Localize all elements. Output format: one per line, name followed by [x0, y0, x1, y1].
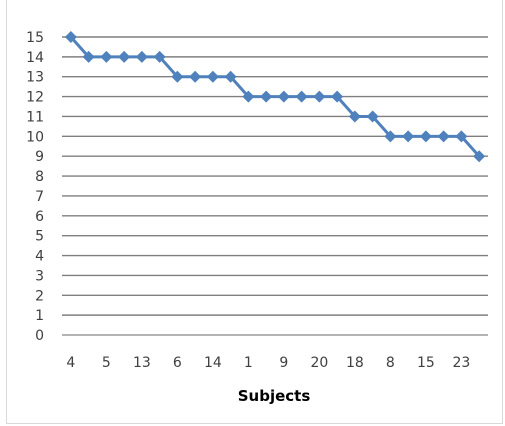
y-tick-label: 9 — [35, 149, 44, 165]
data-point-marker — [295, 90, 308, 103]
x-tick-label: 13 — [133, 355, 151, 371]
data-point-marker — [366, 110, 379, 123]
data-point-marker — [135, 50, 148, 63]
x-tick-label: 5 — [102, 355, 111, 371]
data-point-marker — [171, 70, 184, 83]
data-point-marker — [100, 50, 113, 63]
data-point-marker — [348, 110, 361, 123]
y-tick-label: 10 — [26, 129, 44, 145]
y-tick-label: 4 — [35, 249, 44, 265]
data-point-marker — [82, 50, 95, 63]
x-tick-label: 8 — [386, 355, 395, 371]
data-point-marker — [331, 90, 344, 103]
x-tick-label: 20 — [310, 355, 328, 371]
data-point-marker — [384, 130, 397, 143]
data-point-marker — [313, 90, 326, 103]
y-tick-label: 2 — [35, 288, 44, 304]
data-point-marker — [189, 70, 202, 83]
x-tick-label: 1 — [244, 355, 253, 371]
x-tick-label: 6 — [173, 355, 182, 371]
data-point-marker — [242, 90, 255, 103]
y-tick-label: 11 — [26, 109, 44, 125]
data-point-marker — [402, 130, 415, 143]
y-tick-label: 5 — [35, 229, 44, 245]
y-tick-label: 13 — [26, 70, 44, 86]
data-point-marker — [437, 130, 450, 143]
x-tick-label: 18 — [346, 355, 364, 371]
y-tick-label: 14 — [26, 50, 44, 66]
x-axis-title: Subjects — [238, 387, 311, 405]
data-point-marker — [118, 50, 131, 63]
x-tick-label: 14 — [204, 355, 222, 371]
data-point-marker — [260, 90, 273, 103]
data-point-marker — [64, 31, 77, 43]
y-tick-label: 8 — [35, 169, 44, 185]
data-point-marker — [419, 130, 432, 143]
series-markers — [64, 31, 486, 163]
x-tick-label: 9 — [279, 355, 288, 371]
data-point-marker — [224, 70, 237, 83]
y-tick-label: 3 — [35, 268, 44, 284]
gridlines — [62, 36, 488, 336]
y-tick-label: 12 — [26, 90, 44, 106]
data-point-marker — [277, 90, 290, 103]
y-tick-label: 7 — [35, 189, 44, 205]
data-point-marker — [206, 70, 219, 83]
x-tick-label: 15 — [417, 355, 435, 371]
y-tick-label: 15 — [26, 30, 44, 46]
x-tick-label: 23 — [452, 355, 470, 371]
x-tick-label: 4 — [66, 355, 75, 371]
data-point-marker — [473, 150, 486, 163]
y-tick-label: 6 — [35, 209, 44, 225]
y-tick-label: 1 — [35, 308, 44, 324]
y-tick-label: 0 — [35, 328, 44, 344]
chart-frame — [6, 0, 503, 424]
x-axis-tick-labels: 4 5 13 6 14 1 9 20 18 8 15 23 — [66, 355, 470, 371]
data-point-marker — [153, 50, 166, 63]
data-point-marker — [455, 130, 468, 143]
